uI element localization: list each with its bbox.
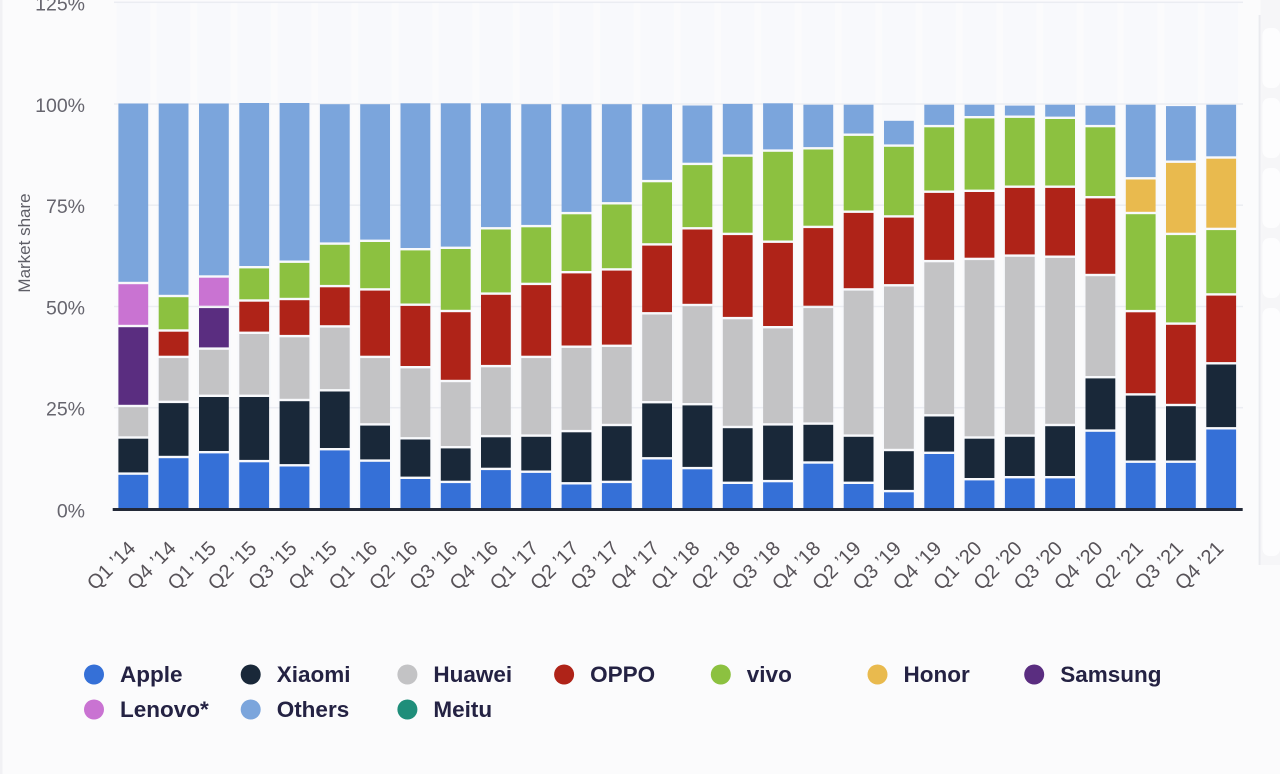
svg-text:Xiaomi: Xiaomi — [277, 662, 351, 687]
svg-text:25%: 25% — [46, 399, 85, 421]
svg-text:Huawei: Huawei — [433, 662, 512, 687]
svg-text:Apple: Apple — [120, 662, 183, 687]
svg-text:Market share: Market share — [15, 193, 34, 292]
svg-text:Lenovo*: Lenovo* — [120, 697, 209, 722]
svg-text:Meitu: Meitu — [433, 697, 492, 722]
svg-text:100%: 100% — [35, 95, 85, 117]
svg-text:Honor: Honor — [904, 662, 970, 687]
svg-text:OPPO: OPPO — [590, 662, 655, 687]
svg-text:125%: 125% — [35, 0, 85, 15]
svg-text:Others: Others — [277, 697, 350, 722]
svg-text:75%: 75% — [46, 196, 85, 218]
svg-text:50%: 50% — [46, 298, 85, 320]
svg-text:0%: 0% — [57, 501, 85, 523]
svg-text:vivo: vivo — [747, 662, 792, 687]
svg-text:Samsung: Samsung — [1060, 662, 1161, 687]
